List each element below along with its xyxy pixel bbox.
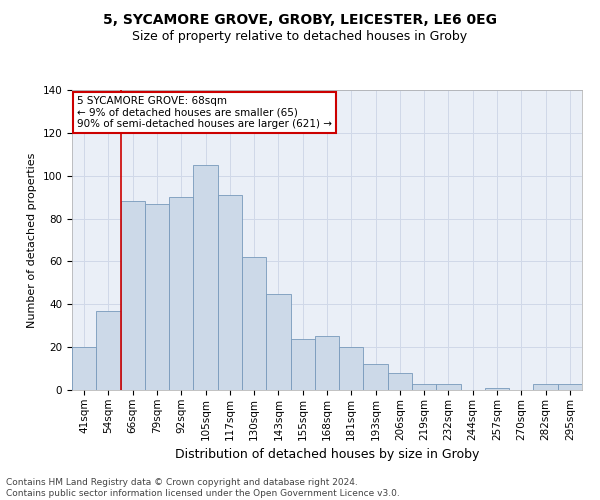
Bar bbox=[315, 336, 339, 390]
Bar bbox=[339, 347, 364, 390]
Bar bbox=[412, 384, 436, 390]
Text: Size of property relative to detached houses in Groby: Size of property relative to detached ho… bbox=[133, 30, 467, 43]
Bar bbox=[388, 373, 412, 390]
Bar bbox=[169, 197, 193, 390]
X-axis label: Distribution of detached houses by size in Groby: Distribution of detached houses by size … bbox=[175, 448, 479, 461]
Bar bbox=[558, 384, 582, 390]
Bar bbox=[485, 388, 509, 390]
Text: Contains HM Land Registry data © Crown copyright and database right 2024.
Contai: Contains HM Land Registry data © Crown c… bbox=[6, 478, 400, 498]
Bar bbox=[242, 257, 266, 390]
Bar bbox=[266, 294, 290, 390]
Bar bbox=[121, 202, 145, 390]
Y-axis label: Number of detached properties: Number of detached properties bbox=[27, 152, 37, 328]
Bar bbox=[72, 347, 96, 390]
Bar bbox=[218, 195, 242, 390]
Text: 5, SYCAMORE GROVE, GROBY, LEICESTER, LE6 0EG: 5, SYCAMORE GROVE, GROBY, LEICESTER, LE6… bbox=[103, 12, 497, 26]
Bar bbox=[533, 384, 558, 390]
Bar bbox=[193, 165, 218, 390]
Bar bbox=[436, 384, 461, 390]
Bar bbox=[290, 338, 315, 390]
Bar bbox=[364, 364, 388, 390]
Bar bbox=[145, 204, 169, 390]
Text: 5 SYCAMORE GROVE: 68sqm
← 9% of detached houses are smaller (65)
90% of semi-det: 5 SYCAMORE GROVE: 68sqm ← 9% of detached… bbox=[77, 96, 332, 129]
Bar bbox=[96, 310, 121, 390]
